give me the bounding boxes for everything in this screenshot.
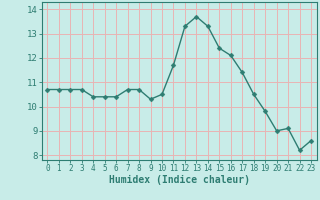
- X-axis label: Humidex (Indice chaleur): Humidex (Indice chaleur): [109, 175, 250, 185]
